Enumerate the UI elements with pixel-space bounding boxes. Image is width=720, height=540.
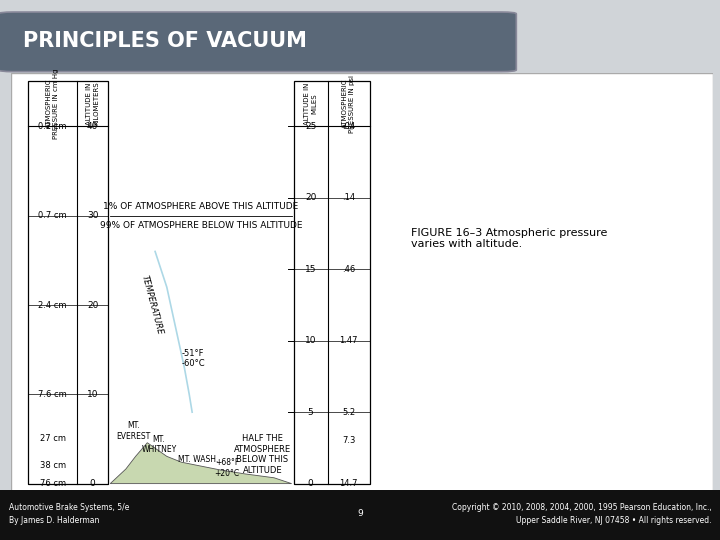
Text: 0: 0 bbox=[90, 479, 96, 488]
Text: FIGURE 16–3 Atmospheric pressure
varies with altitude.: FIGURE 16–3 Atmospheric pressure varies … bbox=[410, 227, 607, 249]
Text: 20: 20 bbox=[87, 301, 99, 309]
Text: 38 cm: 38 cm bbox=[40, 461, 66, 470]
Text: ATMOSPHERIC
PRESSURE IN cm Hg: ATMOSPHERIC PRESSURE IN cm Hg bbox=[46, 68, 59, 139]
Bar bbox=[294, 80, 369, 484]
Text: 76 cm: 76 cm bbox=[40, 479, 66, 488]
Text: MT.
WHITNEY: MT. WHITNEY bbox=[141, 435, 176, 455]
Text: 27 cm: 27 cm bbox=[40, 435, 66, 443]
Text: 99% OF ATMOSPHERE BELOW THIS ALTITUDE: 99% OF ATMOSPHERE BELOW THIS ALTITUDE bbox=[99, 221, 302, 230]
Text: 0: 0 bbox=[307, 479, 313, 488]
Text: Automotive Brake Systems, 5/e
By James D. Halderman: Automotive Brake Systems, 5/e By James D… bbox=[9, 503, 129, 525]
Text: 40: 40 bbox=[87, 122, 99, 131]
Text: ATMOSPHERIC
PRESSURE IN psi: ATMOSPHERIC PRESSURE IN psi bbox=[342, 75, 355, 132]
Text: 10: 10 bbox=[87, 390, 99, 399]
Polygon shape bbox=[110, 443, 292, 484]
Text: TEMPERATURE: TEMPERATURE bbox=[140, 274, 164, 336]
Text: Copyright © 2010, 2008, 2004, 2000, 1995 Pearson Education, Inc.,
Upper Saddle R: Copyright © 2010, 2008, 2004, 2000, 1995… bbox=[451, 503, 711, 525]
Text: 20: 20 bbox=[305, 193, 316, 202]
Text: .14: .14 bbox=[342, 193, 355, 202]
Text: 30: 30 bbox=[87, 211, 99, 220]
Text: 10: 10 bbox=[305, 336, 316, 345]
FancyBboxPatch shape bbox=[0, 12, 516, 72]
Text: HALF THE
ATMOSPHERE
BELOW THIS
ALTITUDE: HALF THE ATMOSPHERE BELOW THIS ALTITUDE bbox=[234, 434, 291, 475]
Text: MT.
EVEREST: MT. EVEREST bbox=[117, 421, 150, 441]
Text: 0.2 cm: 0.2 cm bbox=[38, 122, 67, 131]
Text: 14.7: 14.7 bbox=[339, 479, 358, 488]
Text: ALTITUDE IN
KILOMETERS: ALTITUDE IN KILOMETERS bbox=[86, 82, 99, 125]
Text: 0.7 cm: 0.7 cm bbox=[38, 211, 67, 220]
Text: 9: 9 bbox=[357, 509, 363, 518]
Text: .46: .46 bbox=[342, 265, 355, 274]
Text: .04: .04 bbox=[342, 122, 355, 131]
Text: 5.2: 5.2 bbox=[342, 408, 355, 417]
Text: 15: 15 bbox=[305, 265, 316, 274]
Bar bbox=[28, 80, 108, 484]
Text: 1% OF ATMOSPHERE ABOVE THIS ALTITUDE: 1% OF ATMOSPHERE ABOVE THIS ALTITUDE bbox=[103, 202, 299, 211]
Text: 7.6 cm: 7.6 cm bbox=[38, 390, 67, 399]
Text: PRINCIPLES OF VACUUM: PRINCIPLES OF VACUUM bbox=[23, 31, 307, 51]
Text: 5: 5 bbox=[307, 408, 313, 417]
Text: 25: 25 bbox=[305, 122, 316, 131]
Text: MT. WASH.: MT. WASH. bbox=[178, 455, 218, 464]
Text: +68°F
+20°C: +68°F +20°C bbox=[215, 458, 240, 478]
Text: 2.4 cm: 2.4 cm bbox=[38, 301, 67, 309]
Text: 1.47: 1.47 bbox=[339, 336, 358, 345]
Text: 7.3: 7.3 bbox=[342, 436, 356, 446]
Text: ALTITUDE IN
MILES: ALTITUDE IN MILES bbox=[304, 83, 317, 125]
Text: -51°F
-60°C: -51°F -60°C bbox=[181, 349, 205, 368]
